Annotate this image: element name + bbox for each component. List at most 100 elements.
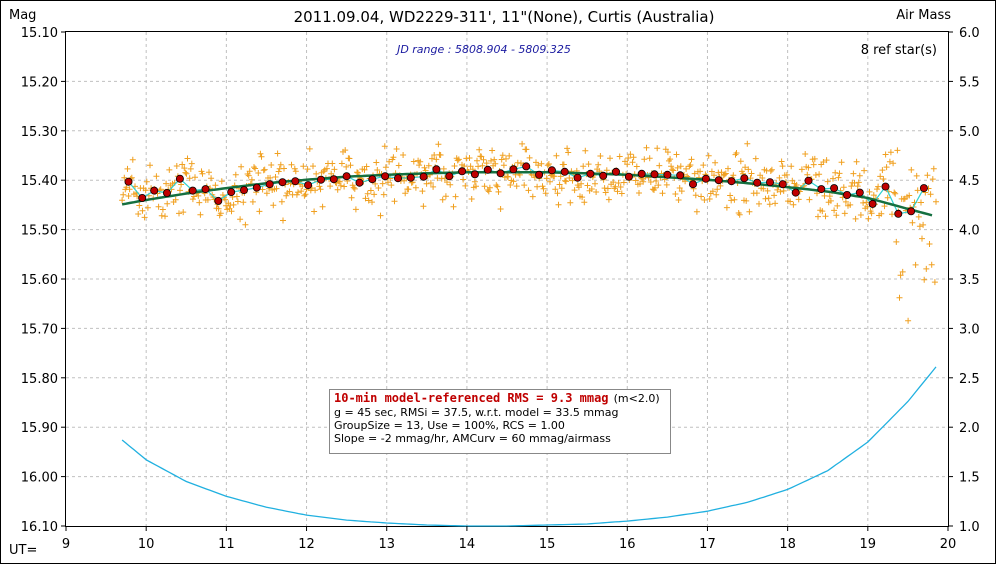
raw-point — [259, 186, 266, 193]
raw-point — [471, 178, 478, 185]
raw-point — [222, 196, 229, 203]
raw-point — [381, 143, 388, 150]
raw-point — [686, 163, 693, 170]
group-mean-point — [766, 178, 775, 187]
raw-point — [363, 163, 370, 170]
raw-point — [610, 179, 617, 186]
raw-point — [473, 183, 479, 190]
raw-point — [552, 186, 559, 193]
group-mean-point — [419, 172, 428, 181]
group-mean-point — [201, 185, 210, 194]
raw-point — [706, 196, 713, 202]
raw-point — [802, 151, 809, 157]
group-mean-point — [214, 196, 223, 205]
group-mean-point — [791, 188, 800, 197]
raw-point — [189, 196, 196, 203]
x-tick-label: 18 — [779, 537, 796, 552]
raw-point — [219, 192, 226, 198]
raw-point — [604, 185, 611, 192]
group-mean-point — [150, 186, 159, 195]
raw-point — [263, 190, 270, 197]
y-tick-label: 15.10 — [21, 26, 58, 41]
raw-point — [832, 169, 839, 176]
raw-point — [272, 174, 279, 180]
raw-point — [500, 162, 507, 169]
raw-point — [273, 185, 280, 192]
raw-point — [275, 168, 282, 175]
raw-point — [676, 185, 683, 191]
raw-point — [410, 158, 417, 165]
raw-point — [380, 191, 387, 198]
raw-point — [875, 183, 882, 190]
raw-point — [493, 182, 500, 189]
raw-point — [733, 150, 740, 156]
info-box: 10-min model-referenced RMS = 9.3 mmag (… — [329, 389, 671, 454]
raw-point — [347, 162, 354, 169]
raw-point — [545, 161, 552, 167]
raw-point — [258, 153, 265, 160]
raw-point — [836, 170, 843, 177]
raw-point — [921, 276, 928, 283]
raw-point — [164, 200, 171, 207]
raw-point — [351, 185, 358, 192]
raw-point — [337, 182, 344, 189]
group-means — [124, 162, 928, 218]
raw-point — [798, 166, 805, 173]
raw-point — [173, 163, 180, 169]
raw-point — [451, 163, 458, 169]
raw-point — [166, 166, 173, 173]
group-mean-point — [304, 181, 313, 190]
y-ticks: 15.10 15.20 15.30 15.40 15.50 15.60 15.70 15.80… — [21, 26, 66, 535]
raw-point — [534, 183, 541, 190]
raw-point — [329, 160, 336, 167]
raw-point — [495, 188, 502, 195]
raw-point — [567, 199, 574, 206]
raw-point — [884, 194, 891, 201]
raw-point — [311, 208, 318, 215]
group-mean-point — [830, 184, 839, 193]
raw-point — [620, 179, 627, 186]
raw-point — [373, 159, 380, 166]
raw-point — [566, 175, 573, 181]
raw-point — [350, 184, 357, 191]
raw-point — [180, 209, 187, 216]
raw-point — [257, 150, 264, 157]
raw-point — [260, 167, 267, 174]
raw-point — [255, 170, 262, 176]
raw-point — [827, 197, 834, 204]
group-mean-point — [432, 165, 441, 174]
raw-point — [417, 158, 424, 165]
raw-point — [899, 268, 906, 275]
group-mean-point — [239, 186, 248, 195]
raw-point — [342, 147, 349, 154]
raw-point — [390, 154, 397, 161]
raw-point — [433, 156, 440, 163]
raw-point — [416, 162, 423, 169]
raw-point — [551, 173, 558, 180]
raw-point — [204, 196, 211, 203]
group-mean-point — [252, 183, 261, 192]
group-mean-point — [445, 172, 454, 181]
raw-point — [452, 193, 459, 200]
raw-point — [602, 189, 609, 196]
raw-point — [304, 166, 311, 173]
group-mean-point — [162, 188, 171, 197]
x-tick-label: 13 — [378, 537, 395, 552]
raw-point — [142, 187, 149, 194]
raw-point — [918, 199, 924, 206]
y-tick-label: 15.60 — [21, 273, 58, 288]
raw-point — [379, 180, 386, 187]
group-mean-point — [727, 177, 736, 186]
raw-point — [850, 170, 857, 177]
raw-point — [722, 170, 729, 177]
raw-point — [897, 272, 904, 279]
raw-point — [926, 241, 933, 247]
raw-point — [362, 195, 369, 202]
raw-point — [277, 161, 284, 168]
raw-point — [688, 156, 695, 163]
raw-point — [242, 221, 249, 228]
raw-point — [119, 197, 126, 204]
raw-point — [206, 169, 212, 176]
raw-point — [503, 155, 509, 162]
